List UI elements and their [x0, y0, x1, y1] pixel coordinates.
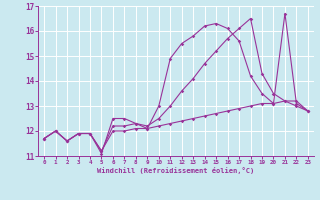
X-axis label: Windchill (Refroidissement éolien,°C): Windchill (Refroidissement éolien,°C): [97, 167, 255, 174]
